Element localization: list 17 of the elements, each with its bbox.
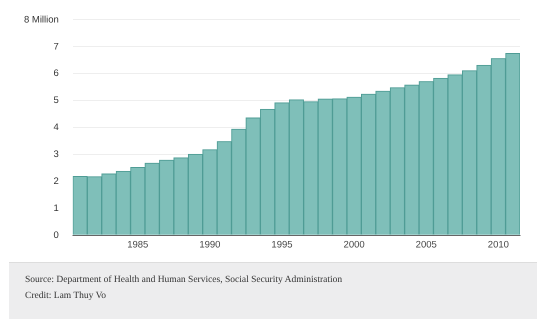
y-tick-label: 2 xyxy=(54,176,59,188)
x-tick-label: 2005 xyxy=(416,240,437,251)
y-tick-label: 5 xyxy=(54,95,59,106)
y-tick-label: 1 xyxy=(54,202,59,214)
x-tick-label: 2000 xyxy=(344,240,365,251)
y-tick-label: 6 xyxy=(54,68,59,80)
y-tick-label: 7 xyxy=(54,41,59,52)
x-tick-label: 1990 xyxy=(199,240,220,251)
y-tick-label: 3 xyxy=(54,149,59,160)
source-note: Source: Department of Health and Human Services, Social Security Administration xyxy=(25,275,344,285)
text: Credit: Lam Thuy Vo xyxy=(25,291,108,301)
y-tick-label: 0 xyxy=(54,230,59,241)
y-tick-label: 4 xyxy=(54,122,59,134)
x-tick-label: 1985 xyxy=(127,240,148,251)
y-tick-label: 8 Million xyxy=(24,14,59,26)
x-tick-label: 2010 xyxy=(488,240,509,251)
x-tick-label: 1995 xyxy=(271,240,293,251)
